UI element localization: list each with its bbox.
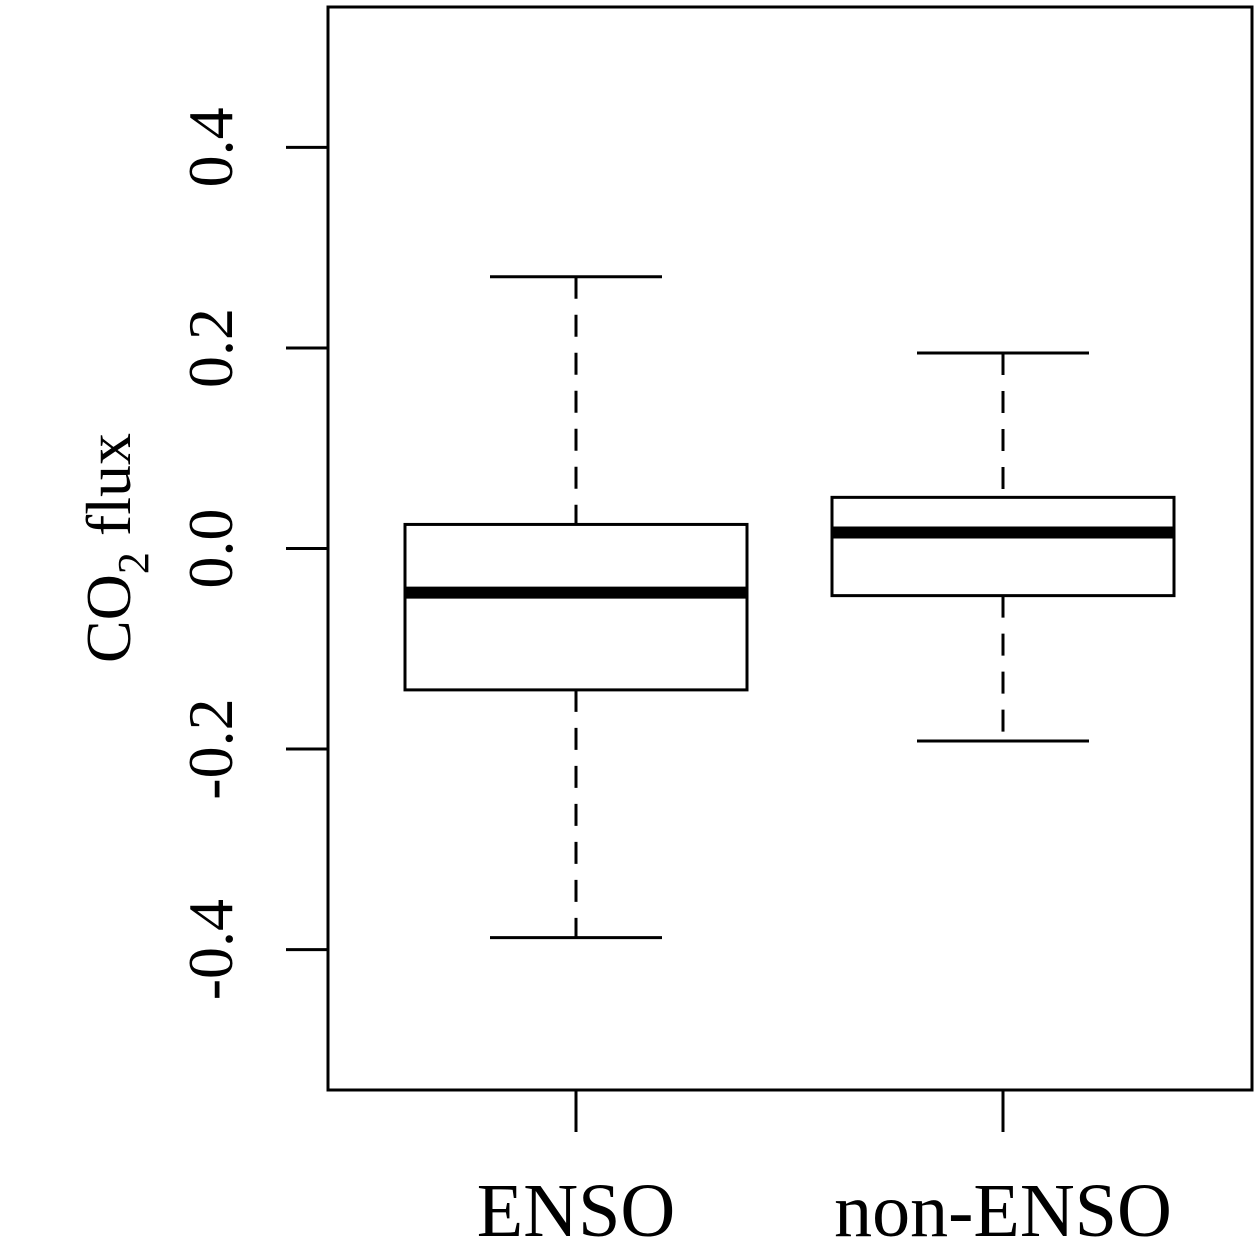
x-tick-label: ENSO bbox=[477, 1169, 675, 1253]
y-axis-title-subscript: 2 bbox=[109, 552, 158, 574]
y-tick-label: -0.4 bbox=[175, 899, 246, 1000]
y-tick-label: 0.0 bbox=[175, 509, 246, 589]
y-axis-title-suffix: flux bbox=[73, 433, 144, 552]
y-tick-label: -0.2 bbox=[175, 698, 246, 799]
y-tick-label: 0.4 bbox=[175, 107, 246, 187]
y-axis-title-text: CO2 flux bbox=[73, 433, 158, 663]
plot-area: -0.4 -0.2 0.0 0.2 0.4 ENSO non-ENSO bbox=[175, 5, 1254, 1253]
y-tick-label: 0.2 bbox=[175, 308, 246, 388]
iqr-box bbox=[403, 522, 749, 692]
iqr-box bbox=[830, 495, 1176, 598]
y-axis-title-prefix: CO bbox=[73, 574, 144, 663]
y-axis-title: CO2 flux bbox=[73, 433, 158, 663]
x-tick-label: non-ENSO bbox=[834, 1169, 1172, 1253]
